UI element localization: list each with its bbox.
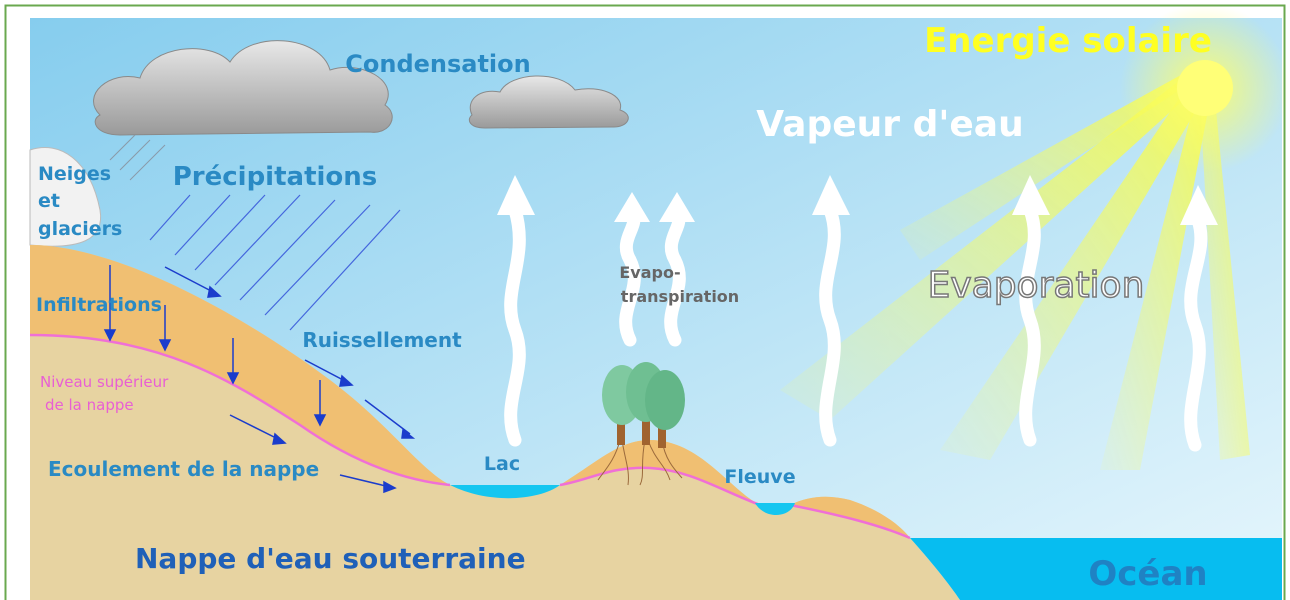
label-snow-line1: Neiges — [38, 163, 111, 185]
label-runoff: Ruissellement — [302, 328, 462, 352]
label-river: Fleuve — [724, 466, 795, 488]
label-water-vapour: Vapeur d'eau — [756, 104, 1023, 145]
label-water-table-line1: Niveau supérieur — [40, 373, 169, 391]
label-ocean: Océan — [1088, 554, 1207, 594]
label-water-table-line2: de la nappe — [45, 396, 134, 414]
page: Energie solaire Condensation Vapeur d'ea… — [0, 0, 1290, 600]
label-snow-line2: et — [38, 190, 60, 212]
label-precipitation: Précipitations — [173, 162, 378, 192]
label-infiltration: Infiltrations — [36, 294, 162, 316]
label-solar-energy: Energie solaire — [924, 21, 1212, 61]
label-lake: Lac — [484, 453, 520, 475]
water-cycle-diagram: Energie solaire Condensation Vapeur d'ea… — [0, 0, 1290, 600]
label-evapotranspiration-line1: Evapo- — [619, 263, 680, 282]
label-groundwater: Nappe d'eau souterraine — [135, 542, 526, 575]
label-evaporation: Evaporation — [928, 265, 1145, 306]
label-evapotranspiration-line2: transpiration — [621, 287, 739, 306]
sun — [1177, 60, 1233, 116]
label-groundwater-flow: Ecoulement de la nappe — [48, 457, 319, 481]
label-snow-line3: glaciers — [38, 218, 122, 240]
label-condensation: Condensation — [345, 50, 530, 78]
